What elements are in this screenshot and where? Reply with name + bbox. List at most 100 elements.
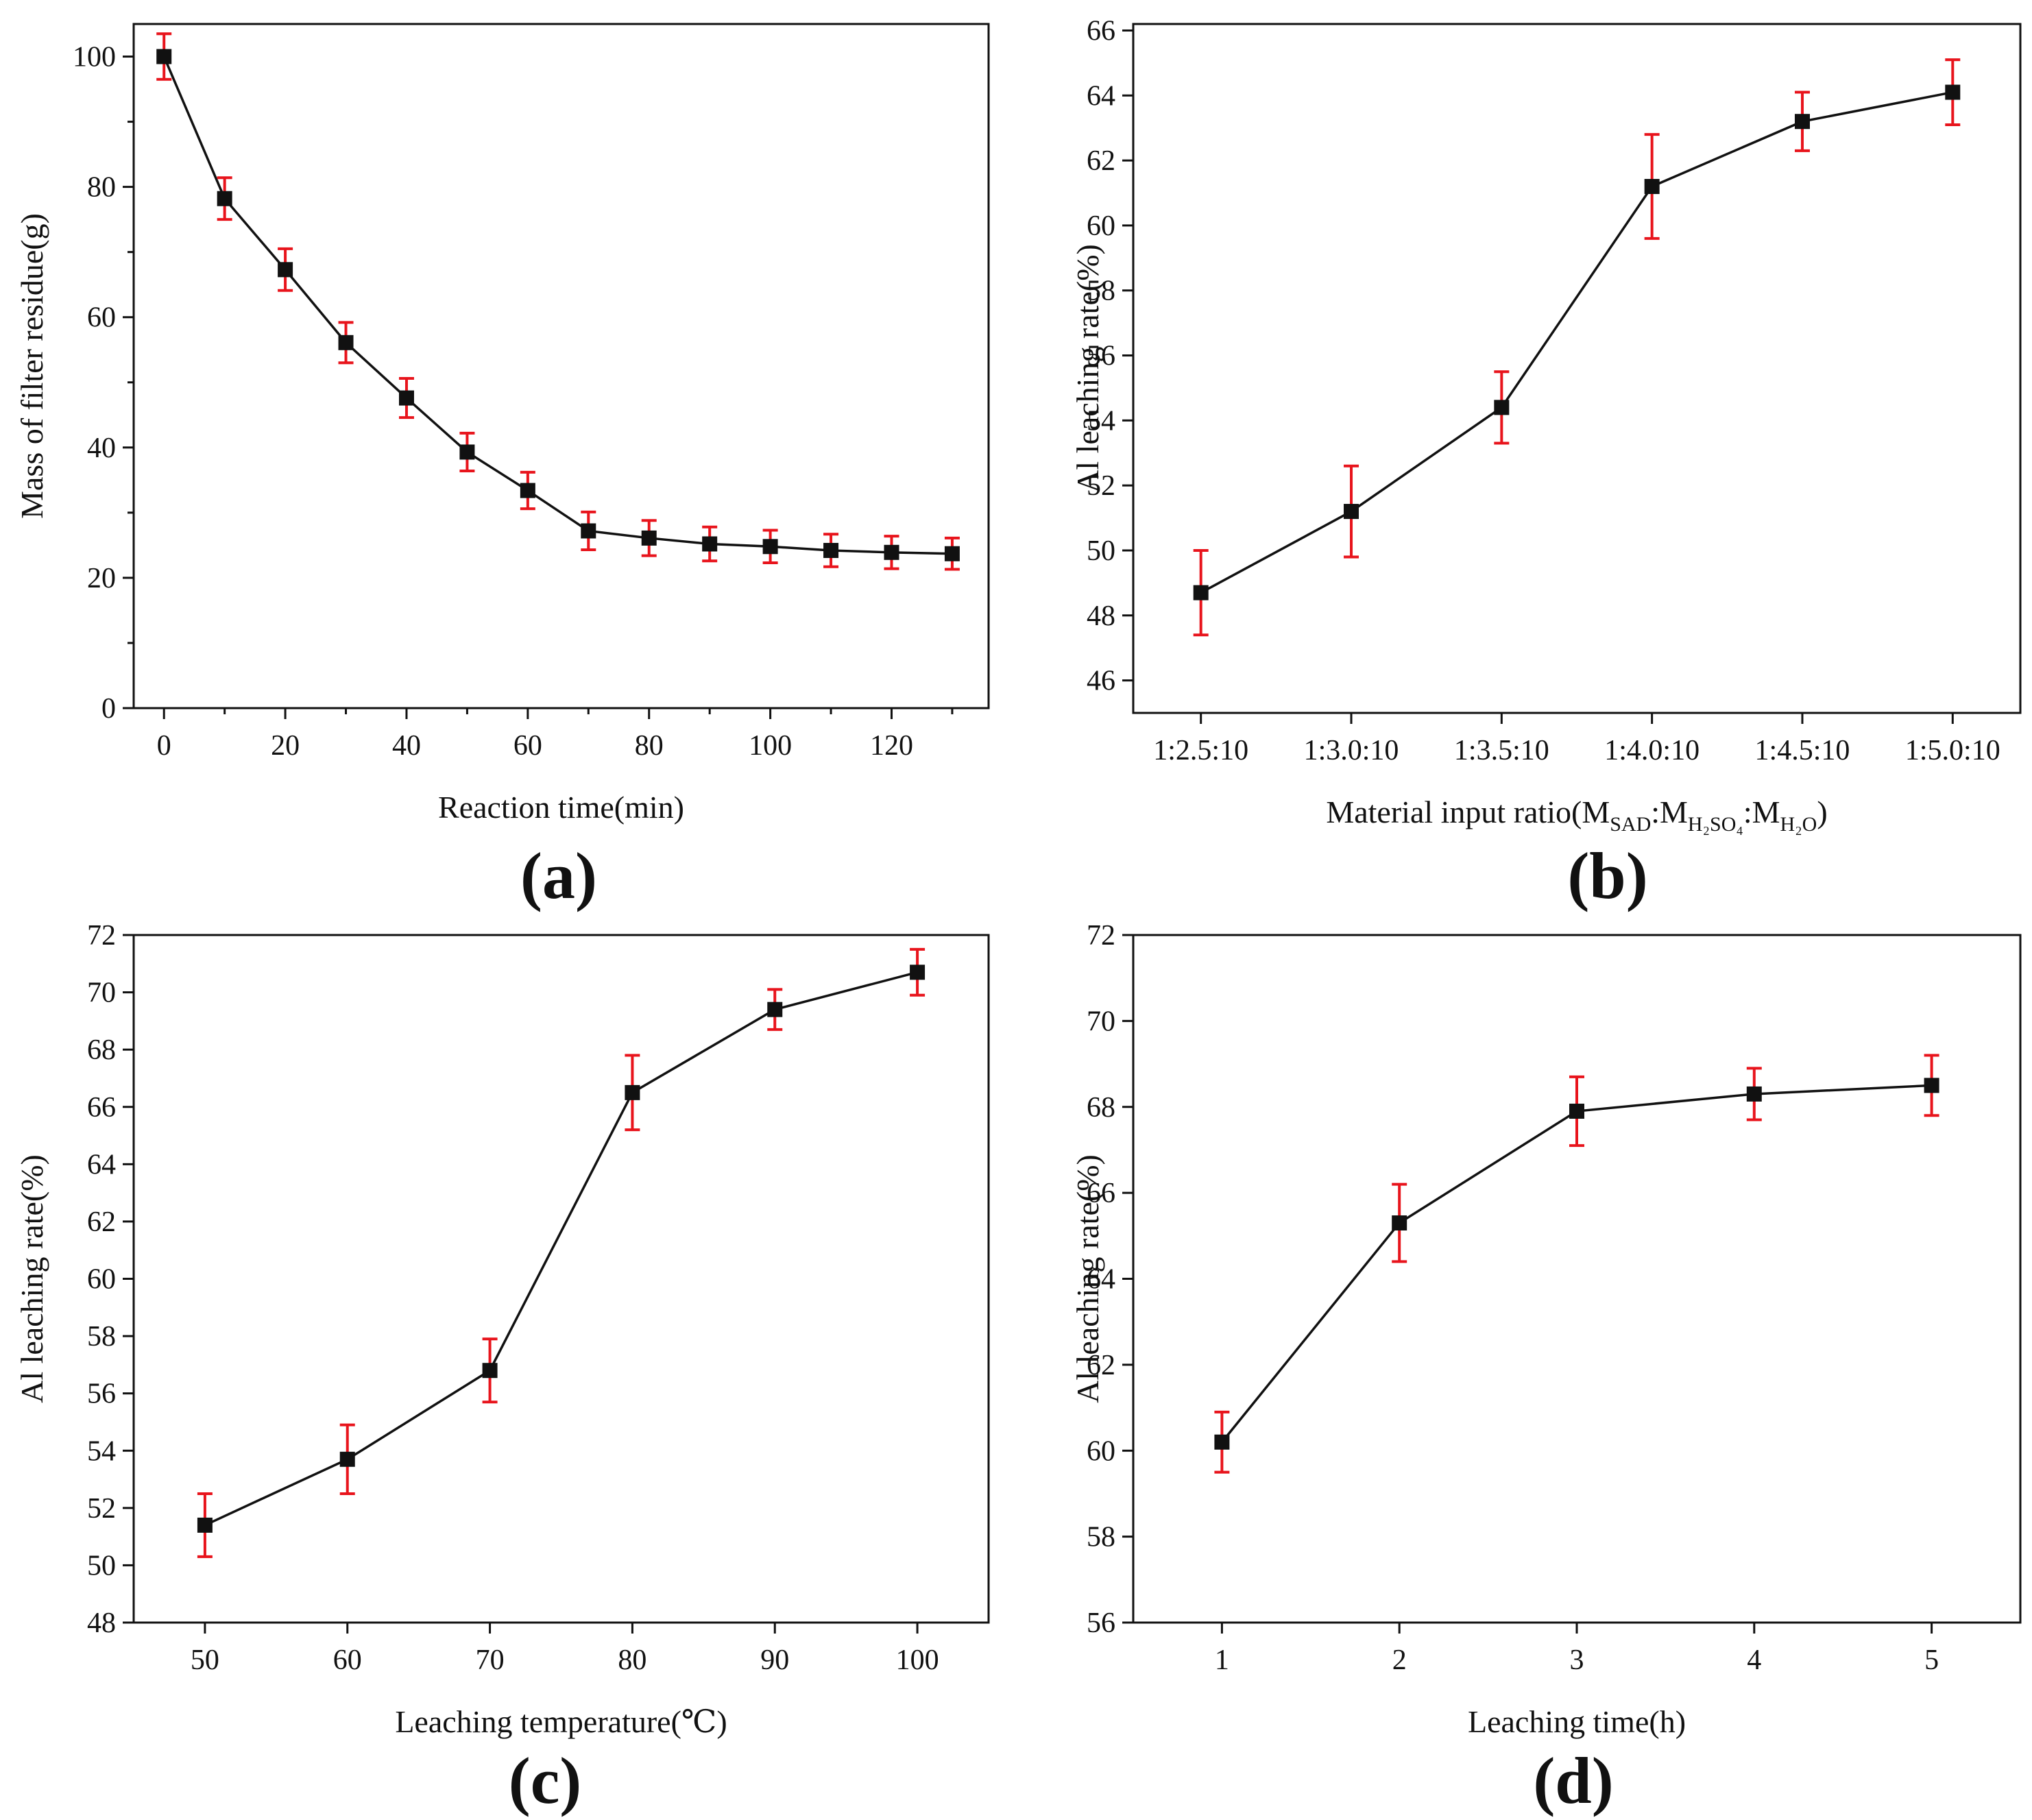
y-tick-label: 66 — [1087, 1178, 1115, 1209]
y-tick-label: 56 — [87, 1379, 116, 1410]
x-axis-title-part: :M — [1651, 794, 1688, 829]
y-tick-label: 54 — [87, 1435, 116, 1467]
panel-label: (a) — [520, 839, 597, 912]
plot-frame — [1132, 23, 2022, 714]
data-point — [944, 546, 960, 561]
data-point — [762, 539, 778, 555]
x-tick-label: 100 — [896, 1645, 939, 1676]
y-tick-label: 100 — [73, 42, 116, 73]
data-point — [1945, 84, 1961, 100]
x-axis-title: Leaching temperature(℃) — [395, 1704, 727, 1739]
data-point — [1644, 179, 1660, 195]
x-tick-label: 20 — [271, 730, 300, 762]
x-axis-title-subscript: SAD — [1610, 813, 1651, 836]
x-tick-label: 2 — [1392, 1645, 1407, 1676]
panel-label: (d) — [1533, 1744, 1613, 1817]
data-point — [641, 530, 657, 546]
data-point — [1569, 1104, 1584, 1119]
y-tick-label: 50 — [87, 1550, 116, 1581]
chart-panel-a: 0 20 40 60 80 100 0 20 40 60 80 100 120 Reaction time… — [14, 23, 990, 912]
y-tick-label: 60 — [87, 302, 116, 334]
x-tick-label: 1:3.5:10 — [1454, 735, 1549, 766]
data-point — [459, 444, 475, 460]
series-line — [162, 56, 952, 555]
y-tick-label: 0 — [101, 693, 116, 725]
series-line — [1200, 90, 1953, 594]
x-tick-label: 80 — [618, 1645, 646, 1676]
x-axis-title-subscript: H₂SO₄ — [1688, 813, 1743, 836]
data-point — [767, 1002, 783, 1017]
data-point — [217, 191, 232, 206]
y-tick-label: 58 — [1087, 1522, 1115, 1553]
data-point — [339, 1451, 355, 1467]
y-tick-label: 52 — [87, 1493, 116, 1525]
y-tick-label: 46 — [1087, 666, 1115, 697]
data-point — [884, 544, 899, 560]
data-point — [823, 542, 839, 558]
y-axis-title: Al leaching rate(%) — [1070, 244, 1105, 493]
y-tick-label: 54 — [1087, 405, 1115, 437]
data-point — [197, 1517, 213, 1533]
x-tick-label: 1:5.0:10 — [1905, 735, 2000, 766]
data-point — [520, 483, 535, 498]
y-tick-label: 72 — [1087, 920, 1115, 951]
chart-panel-b: 46 48 50 52 54 56 58 60 62 64 66 1:2.5:10 1:3.0:10 1:… — [1070, 15, 2022, 912]
data-point — [581, 523, 596, 539]
y-tick-label: 48 — [1087, 600, 1115, 632]
x-tick-label: 1 — [1215, 1645, 1229, 1676]
data-point — [1193, 585, 1209, 600]
x-tick-label: 4 — [1747, 1645, 1761, 1676]
y-tick-label: 68 — [1087, 1092, 1115, 1124]
y-tick-label: 70 — [87, 978, 116, 1009]
data-point — [1746, 1086, 1762, 1102]
y-tick-label: 56 — [1087, 1607, 1115, 1639]
plot-frame — [132, 23, 990, 709]
data-point — [625, 1084, 640, 1100]
x-tick-label: 0 — [157, 730, 171, 762]
x-tick-label: 90 — [760, 1645, 789, 1676]
y-tick-label: 48 — [87, 1607, 116, 1639]
y-tick-label: 58 — [87, 1321, 116, 1352]
x-tick-label: 3 — [1570, 1645, 1584, 1676]
chart-panel-c: 48 50 52 54 56 58 60 62 64 66 68 70 72 50 60 70 80 90 100 L… — [14, 920, 990, 1817]
x-axis-title-part: Material input ratio(M — [1326, 794, 1610, 829]
y-tick-label: 60 — [1087, 210, 1115, 242]
x-tick-label: 40 — [392, 730, 421, 762]
data-point — [278, 262, 293, 278]
y-tick-label: 62 — [1087, 145, 1115, 177]
series-line — [204, 971, 918, 1527]
chart-panel-d: 56 58 60 62 64 66 68 70 72 1 2 3 4 5 Leaching time(h) A… — [1070, 920, 2022, 1817]
y-tick-label: 66 — [87, 1092, 116, 1124]
y-tick-label: 68 — [87, 1034, 116, 1066]
data-point — [702, 536, 718, 552]
y-tick-label: 70 — [1087, 1006, 1115, 1037]
x-axis-title: Reaction time(min) — [438, 790, 684, 825]
y-axis-title: Al leaching rate(%) — [14, 1154, 49, 1403]
x-tick-label: 50 — [191, 1645, 219, 1676]
y-tick-label: 66 — [1087, 15, 1115, 47]
y-tick-label: 80 — [87, 172, 116, 204]
x-tick-label: 120 — [870, 730, 913, 762]
y-tick-label: 52 — [1087, 470, 1115, 502]
data-point — [1392, 1215, 1407, 1231]
x-tick-label: 1:2.5:10 — [1153, 735, 1248, 766]
data-point — [1214, 1434, 1230, 1450]
x-tick-label: 1:4.5:10 — [1755, 735, 1850, 766]
y-tick-label: 60 — [87, 1264, 116, 1296]
y-axis-title: Al leaching rate(%) — [1070, 1154, 1105, 1403]
y-tick-label: 40 — [87, 433, 116, 464]
data-point — [1494, 400, 1510, 415]
y-tick-label: 56 — [1087, 341, 1115, 372]
panels: 0 20 40 60 80 100 0 20 40 60 80 100 120 Reaction time… — [14, 15, 2022, 1817]
x-tick-label: 1:3.0:10 — [1304, 735, 1399, 766]
x-tick-label: 5 — [1924, 1645, 1939, 1676]
panel-label: (b) — [1567, 839, 1647, 912]
x-tick-label: 1:4.0:10 — [1604, 735, 1700, 766]
data-point — [156, 49, 172, 64]
data-point — [1924, 1078, 1939, 1093]
data-point — [1794, 114, 1810, 130]
x-tick-label: 60 — [333, 1645, 362, 1676]
data-point — [398, 390, 414, 406]
x-tick-label: 100 — [749, 730, 792, 762]
